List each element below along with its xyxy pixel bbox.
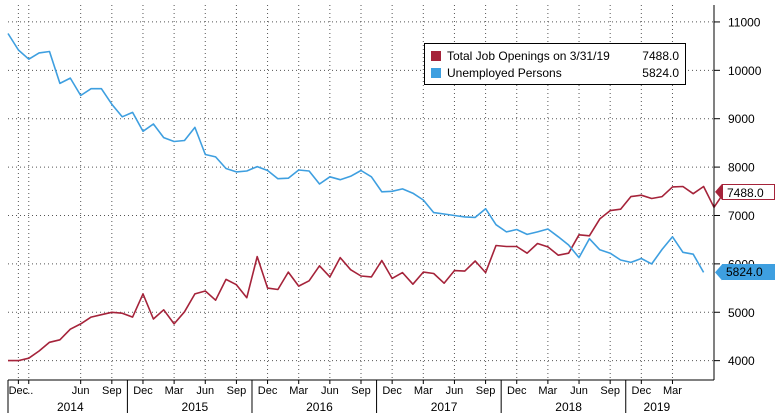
x-tick-label: Sep [102,385,122,397]
legend-entry-unemployed: Unemployed Persons 5824.0 [431,64,679,81]
x-tick-label: Mar [414,385,433,397]
year-label: 2019 [644,400,671,414]
y-tick-label: 11000 [728,15,761,29]
legend-value-unemployed: 5824.0 [642,65,679,80]
x-tick-label: Mar [663,385,682,397]
year-label: 2016 [306,400,333,414]
x-tick-label: Sep [227,385,247,397]
last-value-arrow-1 [715,264,722,281]
last-value-tag-job-openings: 7488.0 [722,183,775,200]
y-tick-label: 10000 [728,64,762,78]
legend-swatch-unemployed [431,67,441,78]
x-tick-label: Mar [165,385,184,397]
year-label: 2015 [182,400,209,414]
x-tick-label: Dec [507,385,527,397]
x-tick-label: Jun [72,385,90,397]
legend-label-unemployed: Unemployed Persons [447,65,562,80]
x-tick-label: ... [24,385,33,397]
x-tick-label: Dec [382,385,402,397]
x-tick-label: Mar [538,385,557,397]
last-value-arrow-0 [715,183,722,200]
x-tick-label: Jun [196,385,214,397]
legend-swatch-job-openings [431,50,441,61]
legend-entry-job-openings: Total Job Openings on 3/31/19 7488.0 [431,47,679,64]
y-tick-label: 8000 [728,161,755,175]
x-tick-label: Dec [632,385,652,397]
x-axis: Dec... Jun Sep Dec Mar Jun Sep Dec Mar Jun Sep Dec M… [7,379,714,414]
legend-value-job-openings: 7488.0 [642,48,679,63]
x-tick-label: Dec [258,385,278,397]
series-line-1 [7,33,705,273]
series-line-0 [8,185,726,362]
x-tick-label: Sep [600,385,620,397]
year-label: 2014 [57,400,84,414]
x-tick-label: Sep [476,385,496,397]
x-tick-label: Jun [570,385,588,397]
x-tick-label: Mar [289,385,308,397]
legend-label-job-openings: Total Job Openings on 3/31/19 [447,48,610,63]
x-tick-label: Dec [133,385,153,397]
year-label: 2017 [431,400,458,414]
x-tick-label: Dec [9,385,29,397]
year-label: 2018 [555,400,582,414]
x-tick-label: Sep [351,385,371,397]
y-tick-label: 9000 [728,112,755,126]
legend: Total Job Openings on 3/31/19 7488.0 Une… [424,43,686,85]
x-tick-label: Jun [446,385,464,397]
last-value-tag-unemployed: 5824.0 [722,264,775,281]
x-tick-label: Jun [321,385,339,397]
y-tick-label: 5000 [728,306,755,320]
y-tick-label: 7000 [728,209,755,223]
y-tick-label: 4000 [728,354,755,368]
